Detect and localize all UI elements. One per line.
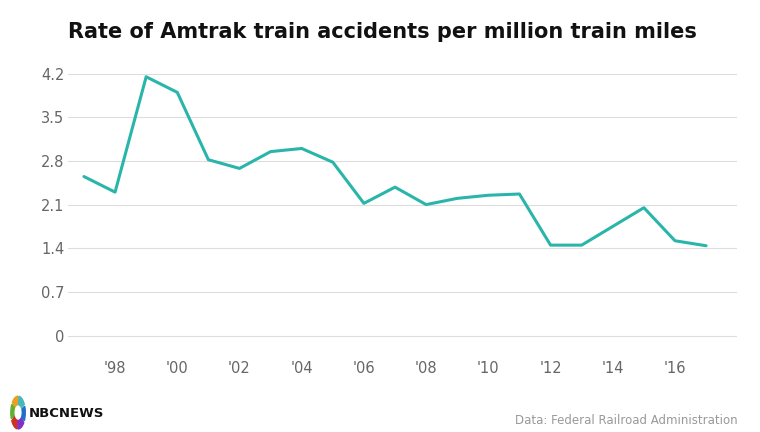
Wedge shape	[18, 396, 24, 410]
Circle shape	[15, 406, 21, 419]
Wedge shape	[12, 416, 17, 429]
Wedge shape	[18, 416, 24, 429]
Wedge shape	[21, 407, 25, 421]
Wedge shape	[11, 404, 16, 419]
Wedge shape	[12, 396, 18, 409]
Text: Data: Federal Railroad Administration: Data: Federal Railroad Administration	[515, 414, 737, 427]
Text: NBCNEWS: NBCNEWS	[29, 407, 104, 420]
Text: Rate of Amtrak train accidents per million train miles: Rate of Amtrak train accidents per milli…	[68, 22, 697, 42]
